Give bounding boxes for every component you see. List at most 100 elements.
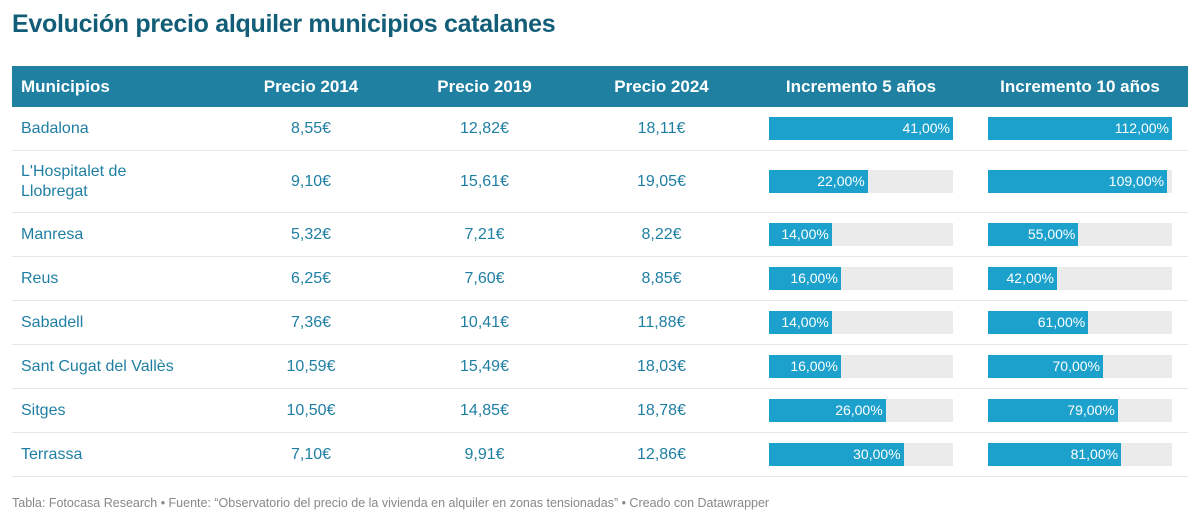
incremento-5-bar-track: 30,00% [769,443,953,466]
incremento-5-cell: 26,00% [750,388,972,433]
municipio-name: Sitges [12,388,226,433]
header-row: Municipios Precio 2014 Precio 2019 Preci… [12,66,1188,107]
precio-2014: 7,10€ [226,432,396,477]
header-incremento-5[interactable]: Incremento 5 años [750,66,972,107]
incremento-10-label: 81,00% [1070,446,1119,462]
precio-2014: 5,32€ [226,212,396,257]
incremento-5-label: 41,00% [902,120,950,136]
incremento-5-cell: 41,00% [750,107,972,151]
table-row: Sabadell 7,36€ 10,41€ 11,88€ 14,00% 61,00% [12,300,1188,345]
incremento-5-label: 14,00% [781,226,829,242]
incremento-5-cell: 22,00% [750,150,972,213]
precio-2019: 14,85€ [396,388,573,433]
incremento-10-bar: 79,00% [988,399,1118,422]
precio-2014: 8,55€ [226,107,396,151]
incremento-5-label: 16,00% [790,358,838,374]
incremento-10-bar-track: 70,00% [988,355,1172,378]
precio-2019: 15,49€ [396,344,573,389]
incremento-5-bar: 16,00% [769,355,841,378]
incremento-5-cell: 14,00% [750,212,972,257]
incremento-10-label: 79,00% [1067,402,1115,418]
precio-2024: 18,03€ [573,344,750,389]
incremento-5-bar: 22,00% [769,170,868,193]
precio-2024: 18,11€ [573,107,750,151]
table-row: L'Hospitalet de Llobregat 9,10€ 15,61€ 19,0… [12,150,1188,213]
precio-2019: 12,82€ [396,107,573,151]
precio-2014: 9,10€ [226,150,396,213]
precio-2024: 11,88€ [573,300,750,345]
precio-2014: 10,59€ [226,344,396,389]
header-municipios[interactable]: Municipios [12,66,226,107]
header-precio-2014[interactable]: Precio 2014 [226,66,396,107]
incremento-5-label: 14,00% [781,314,829,330]
precio-2019: 9,91€ [396,432,573,477]
table-row: Badalona 8,55€ 12,82€ 18,11€ 41,00% 112,00% [12,107,1188,151]
incremento-5-bar-track: 16,00% [769,267,953,290]
incremento-10-bar: 81,00% [988,443,1122,466]
data-table: Municipios Precio 2014 Precio 2019 Preci… [12,66,1188,477]
municipio-name: L'Hospitalet de Llobregat [12,150,226,213]
incremento-5-cell: 16,00% [750,256,972,301]
incremento-10-bar: 55,00% [988,223,1079,246]
incremento-10-bar: 70,00% [988,355,1103,378]
incremento-5-bar: 26,00% [769,399,886,422]
incremento-5-bar-track: 26,00% [769,399,953,422]
municipio-name: Sabadell [12,300,226,345]
incremento-10-label: 61,00% [1037,314,1086,330]
incremento-10-cell: 61,00% [972,300,1188,345]
incremento-5-bar-track: 41,00% [769,117,953,140]
table-row: Manresa 5,32€ 7,21€ 8,22€ 14,00% 55,00% [12,212,1188,257]
header-precio-2024[interactable]: Precio 2024 [573,66,750,107]
precio-2024: 8,22€ [573,212,750,257]
precio-2014: 7,36€ [226,300,396,345]
incremento-10-label: 55,00% [1027,226,1076,242]
incremento-5-bar: 14,00% [769,311,832,334]
precio-2019: 7,60€ [396,256,573,301]
incremento-10-bar-track: 81,00% [988,443,1172,466]
incremento-5-bar-track: 22,00% [769,170,953,193]
incremento-10-label: 42,00% [1006,270,1054,286]
incremento-10-label: 70,00% [1052,358,1100,374]
incremento-5-label: 30,00% [853,446,901,462]
precio-2014: 6,25€ [226,256,396,301]
incremento-5-bar: 16,00% [769,267,841,290]
table-row: Reus 6,25€ 7,60€ 8,85€ 16,00% 42,00% [12,256,1188,301]
table-row: Sitges 10,50€ 14,85€ 18,78€ 26,00% 79,00% [12,388,1188,433]
incremento-5-cell: 30,00% [750,432,972,477]
municipio-name: Badalona [12,107,226,151]
precio-2019: 7,21€ [396,212,573,257]
incremento-10-bar-track: 79,00% [988,399,1172,422]
incremento-10-cell: 109,00% [972,150,1188,213]
precio-2019: 15,61€ [396,150,573,213]
incremento-10-bar-track: 55,00% [988,223,1172,246]
incremento-10-bar: 112,00% [988,117,1172,140]
incremento-10-cell: 42,00% [972,256,1188,301]
precio-2024: 18,78€ [573,388,750,433]
incremento-5-bar: 14,00% [769,223,832,246]
incremento-10-bar-track: 109,00% [988,170,1172,193]
incremento-10-bar-track: 42,00% [988,267,1172,290]
incremento-10-cell: 81,00% [972,432,1188,477]
incremento-5-label: 26,00% [835,402,883,418]
precio-2024: 8,85€ [573,256,750,301]
incremento-10-cell: 70,00% [972,344,1188,389]
municipio-name: Reus [12,256,226,301]
table-row: Sant Cugat del Vallès 10,59€ 15,49€ 18,03€ 1… [12,344,1188,389]
incremento-10-label: 109,00% [1108,173,1165,189]
municipio-name: Manresa [12,212,226,257]
precio-2024: 19,05€ [573,150,750,213]
precio-2019: 10,41€ [396,300,573,345]
incremento-5-label: 16,00% [790,270,838,286]
header-incremento-10[interactable]: Incremento 10 años [972,66,1188,107]
incremento-5-bar-track: 14,00% [769,311,953,334]
header-precio-2019[interactable]: Precio 2019 [396,66,573,107]
incremento-10-bar: 42,00% [988,267,1057,290]
incremento-10-bar-track: 61,00% [988,311,1172,334]
incremento-5-cell: 14,00% [750,300,972,345]
incremento-5-cell: 16,00% [750,344,972,389]
municipio-name: Sant Cugat del Vallès [12,344,226,389]
incremento-10-label: 112,00% [1114,120,1169,136]
incremento-10-cell: 55,00% [972,212,1188,257]
precio-2014: 10,50€ [226,388,396,433]
footer-source: Tabla: Fotocasa Research • Fuente: “Obse… [12,496,770,510]
